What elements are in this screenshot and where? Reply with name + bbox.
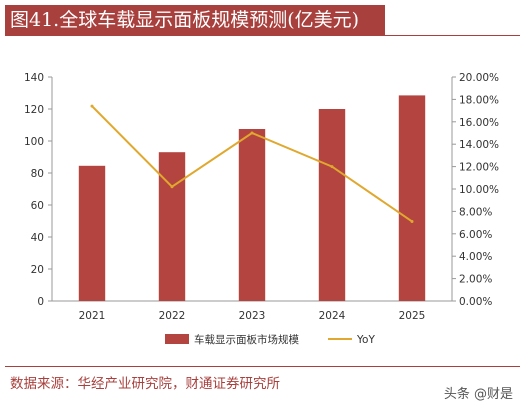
bar [238,129,266,301]
yoy-point [250,131,254,135]
y-tick-label: 20 [31,264,44,276]
chart-area: 0 20 40 60 80 100 120 140 0.00% 2.00% 4.00% 6.00% 8.… [24,72,499,346]
bar [318,109,346,301]
yoy-point [90,104,94,108]
y2-tick-label: 20.00% [459,72,499,84]
y2-tick-label: 16.00% [459,117,499,129]
bar [78,165,106,301]
y-tick-label: 60 [31,200,44,212]
legend-label-line: YoY [356,334,375,346]
footer-divider [5,366,520,367]
y2-tick-label: 2.00% [459,274,492,286]
legend-swatch-bar [165,334,189,344]
yoy-point [330,165,334,169]
x-tick-label: 2023 [239,310,266,322]
y-tick-label: 140 [24,72,44,84]
y2-tick-label: 12.00% [459,162,499,174]
y2-tick-label: 18.00% [459,94,499,106]
bar [398,95,426,302]
x-tick-label: 2025 [399,310,426,322]
x-tick-label: 2024 [319,310,346,322]
y-tick-label: 120 [24,104,44,116]
chart-title: 图41.全球车载显示面板规模预测(亿美元) [5,5,385,35]
bar [158,152,186,301]
y2-tick-label: 10.00% [459,184,499,196]
yoy-point [410,219,414,223]
y2-tick-label: 4.00% [459,251,492,263]
y2-tick-label: 14.00% [459,139,499,151]
y2-tick-label: 8.00% [459,206,492,218]
title-divider [5,35,520,36]
yoy-point [170,185,174,189]
x-tick-label: 2021 [79,310,106,322]
y-tick-label: 80 [31,168,44,180]
legend-label-bar: 车载显示面板市场规模 [194,333,299,346]
y2-tick-label: 0.00% [459,296,492,308]
y-tick-label: 40 [31,232,44,244]
source-note: 数据来源：华经产业研究院，财通证券研究所 [10,376,280,392]
y2-tick-label: 6.00% [459,229,492,241]
y-tick-label: 0 [37,296,44,308]
y-tick-label: 100 [24,136,44,148]
watermark: 头条 @财是 [443,387,513,402]
x-tick-label: 2022 [159,310,186,322]
